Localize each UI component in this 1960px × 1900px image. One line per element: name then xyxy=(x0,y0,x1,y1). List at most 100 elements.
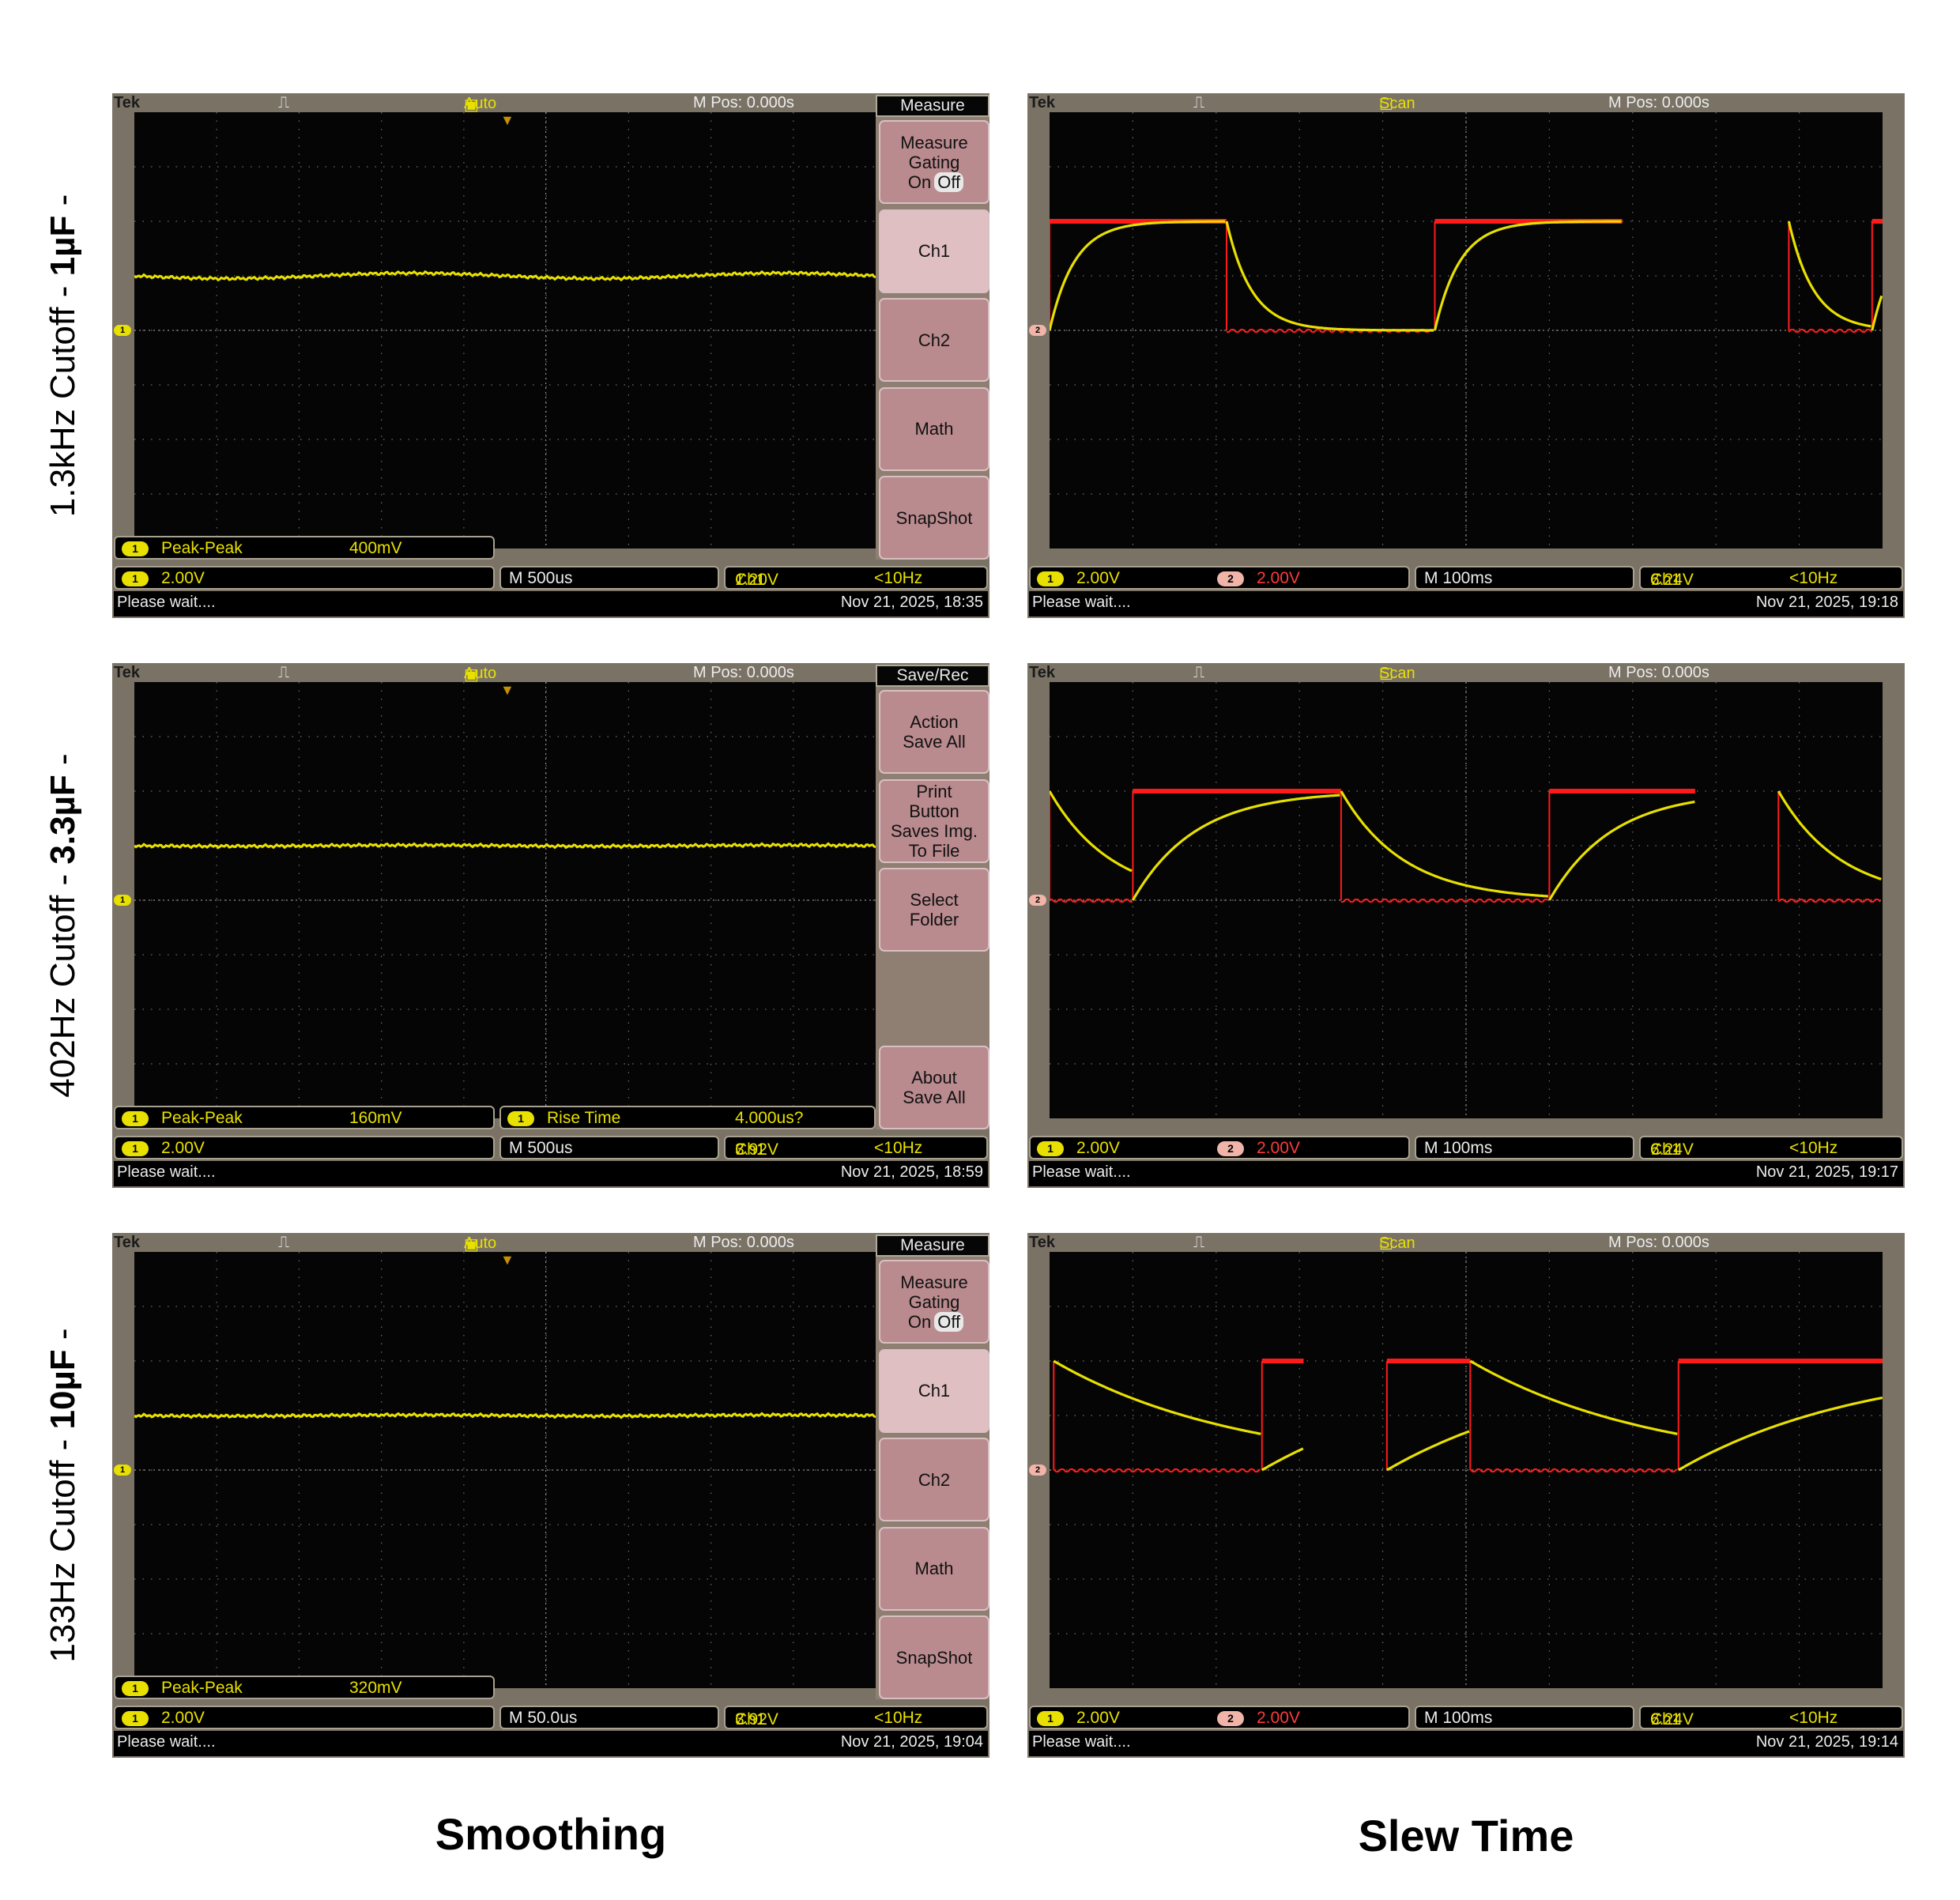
trigger-readout: Ch1 ⁄ 3.92V <10Hz xyxy=(724,1706,988,1729)
channel-1-trace xyxy=(1053,1359,1261,1435)
side-menu-title: Save/Rec xyxy=(876,665,989,687)
channel-marker-icon: 1 xyxy=(114,895,131,906)
side-menu-button-label: Print xyxy=(916,781,952,801)
trigger-frequency: <10Hz xyxy=(1789,569,1838,587)
rising-edge-icon: ⁄ xyxy=(740,1710,743,1728)
row-label-capacitance: 10µF xyxy=(43,1349,82,1430)
side-menu-button-label: Action xyxy=(910,712,959,732)
side-menu-button[interactable]: Select Folder xyxy=(879,868,989,952)
gating-toggle[interactable]: On Off xyxy=(905,172,964,192)
pulse-icon: ⎍ xyxy=(1193,94,1204,111)
trigger-level: 3.92V xyxy=(735,1140,778,1159)
channel-2-badge: 2 xyxy=(1217,1141,1244,1156)
channel-2-badge: 2 xyxy=(1217,571,1244,586)
horizontal-position: M Pos: 0.000s xyxy=(1608,664,1709,681)
channel-1-badge: 1 xyxy=(1037,571,1064,586)
brand-label: Tek xyxy=(114,664,140,681)
trigger-frequency: <10Hz xyxy=(874,1139,923,1157)
side-menu-button[interactable]: Ch1 xyxy=(879,1348,989,1433)
side-menu-button[interactable]: Ch2 xyxy=(879,298,989,382)
channel-marker-icon: 1 xyxy=(114,1465,131,1476)
channel-2-trace-low xyxy=(1340,899,1547,903)
channel-1-trace xyxy=(134,842,876,850)
toggle-option-off[interactable]: Off xyxy=(934,1311,964,1332)
status-line: Please wait.... Nov 21, 2025, 19:18 xyxy=(1029,591,1903,616)
side-menu-button-label: Math xyxy=(914,419,954,439)
status-message: Please wait.... xyxy=(117,1733,216,1751)
measurement-label: Rise Time xyxy=(547,1109,621,1127)
channel-1-badge: 1 xyxy=(122,1111,149,1126)
side-menu-button-label: SnapShot xyxy=(895,507,973,528)
channel-1-badge: 1 xyxy=(1037,1141,1064,1156)
timebase-readout: M 50.0us xyxy=(499,1706,719,1729)
channel-1-badge: 1 xyxy=(122,1711,149,1726)
date-time: Nov 21, 2025, 18:35 xyxy=(840,594,983,611)
side-menu-button[interactable]: Measure Gating On Off xyxy=(879,120,989,204)
side-menu-button-label: About xyxy=(911,1068,957,1088)
measurement-value: 4.000us? xyxy=(735,1109,804,1127)
toggle-option-on[interactable]: On xyxy=(907,172,932,192)
date-time: Nov 21, 2025, 19:17 xyxy=(1755,1163,1898,1181)
channel-1-trace xyxy=(1050,790,1133,873)
trigger-state-label: Scan xyxy=(1379,1235,1415,1252)
channel-marker-icon: 1 xyxy=(114,325,131,336)
channel-2-badge: 2 xyxy=(1217,1711,1244,1726)
side-menu-button[interactable]: SnapShot xyxy=(879,476,989,560)
side-menu-button[interactable]: Math xyxy=(879,386,989,471)
pulse-icon: ⎍ xyxy=(278,1234,289,1251)
trigger-readout: Ch1 ⁄ 3.92V <10Hz xyxy=(724,1136,988,1159)
channel-1-trace xyxy=(1548,800,1695,901)
row-label-suffix: - xyxy=(43,753,82,775)
trigger-channel: Ch1 xyxy=(735,1710,766,1728)
trigger-level: 6.24V xyxy=(1650,571,1694,589)
trigger-level: 6.24V xyxy=(1650,1140,1694,1159)
status-message: Please wait.... xyxy=(1032,1733,1131,1751)
vertical-scale-readout: 1 2.00V xyxy=(114,1706,495,1729)
waveform-plot xyxy=(1050,1252,1883,1688)
side-menu-button[interactable]: Action Save All xyxy=(879,690,989,774)
status-message: Please wait.... xyxy=(1032,1163,1131,1181)
side-menu-button-label: Save All xyxy=(903,732,966,752)
waveform-plot: ▼ xyxy=(134,682,876,1118)
side-menu-button[interactable]: Ch2 xyxy=(879,1438,989,1521)
side-menu-button[interactable]: Print Button Saves Img. To File xyxy=(879,778,989,863)
trigger-level: 1.20V xyxy=(735,571,778,589)
side-menu-button[interactable]: Ch1 xyxy=(879,209,989,293)
timebase-value: M 100ms xyxy=(1424,569,1493,587)
channel-1-badge: 1 xyxy=(122,1681,149,1696)
status-line: Please wait.... Nov 21, 2025, 19:04 xyxy=(114,1731,988,1756)
vertical-scale-readout: 1 2.00V 2 2.00V xyxy=(1029,1706,1410,1729)
status-message: Please wait.... xyxy=(1032,594,1131,611)
side-menu: Measure Measure Gating On Off Ch1 Ch2 Math SnapS… xyxy=(876,1235,989,1699)
gating-toggle[interactable]: On Off xyxy=(905,1311,964,1332)
trigger-frequency: <10Hz xyxy=(874,1709,923,1727)
oscilloscope-screen: Tek ⎍ ☐ Scan M Pos: 0.000s 2 1 2.00V 2 2.00V M 10… xyxy=(1027,663,1905,1188)
waveform-plot: ▼ xyxy=(134,1252,876,1688)
oscilloscope-screen: Tek ⎍ ▣ Auto M Pos: 0.000s ▼ 1 1 Peak-Peak 320mV… xyxy=(112,1233,989,1758)
side-menu-button[interactable]: About Save All xyxy=(879,1046,989,1129)
toggle-option-off[interactable]: Off xyxy=(934,172,964,192)
timebase-readout: M 100ms xyxy=(1415,566,1634,590)
toggle-option-on[interactable]: On xyxy=(907,1311,932,1332)
row-label: 133Hz Cutoff - 10µF - xyxy=(40,1290,87,1701)
waveform-plot xyxy=(1050,682,1883,1118)
status-message: Please wait.... xyxy=(117,594,216,611)
side-menu-button[interactable]: Measure Gating On Off xyxy=(879,1260,989,1344)
channel-1-trace xyxy=(134,1412,876,1419)
channel-1-scale: 2.00V xyxy=(161,569,205,587)
caption-slew-time: Slew Time xyxy=(1358,1811,1574,1860)
pulse-icon: ⎍ xyxy=(278,94,289,111)
side-menu-button[interactable]: Math xyxy=(879,1526,989,1611)
channel-1-trace xyxy=(1132,794,1340,901)
measurement-label: Peak-Peak xyxy=(161,1679,243,1697)
side-menu-button[interactable]: SnapShot xyxy=(879,1615,989,1699)
top-status-bar: Tek ⎍ ▣ Auto M Pos: 0.000s xyxy=(112,93,989,114)
trigger-position-icon: ▼ xyxy=(500,682,514,698)
vertical-scale-readout: 1 2.00V 2 2.00V xyxy=(1029,566,1410,590)
measurement-readout: 1 Rise Time 4.000us? xyxy=(499,1106,876,1129)
side-menu-button-label: SnapShot xyxy=(895,1647,973,1668)
measurement-value: 320mV xyxy=(349,1679,402,1697)
channel-2-trace-low xyxy=(1788,329,1873,333)
date-time: Nov 21, 2025, 19:04 xyxy=(840,1733,983,1751)
status-line: Please wait.... Nov 21, 2025, 19:14 xyxy=(1029,1731,1903,1756)
